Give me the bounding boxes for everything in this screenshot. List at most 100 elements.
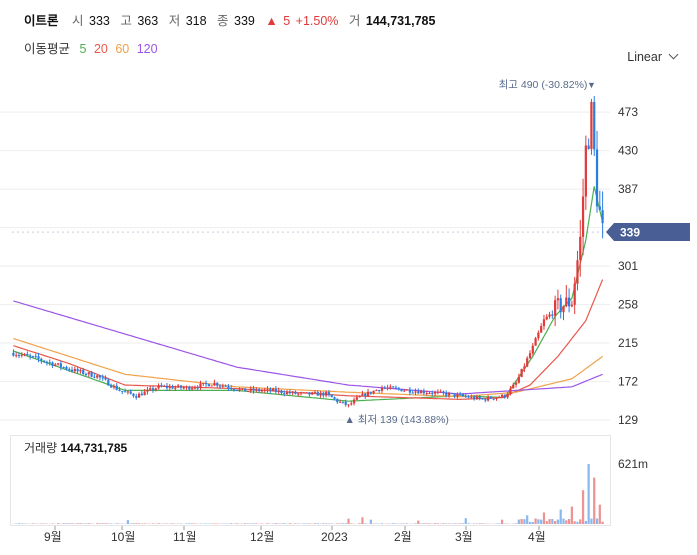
volume-bar xyxy=(336,523,339,524)
candle-body xyxy=(31,356,35,358)
volume-bar xyxy=(537,519,540,524)
candle-body xyxy=(62,367,65,369)
candle-body xyxy=(579,236,582,261)
candle-body xyxy=(327,392,331,395)
candle-body xyxy=(378,390,381,392)
volume-bar xyxy=(528,522,532,524)
candle-body xyxy=(467,396,470,398)
scale-selector[interactable]: Linear xyxy=(627,49,679,64)
candle-body xyxy=(495,397,498,400)
candle-body xyxy=(40,358,43,361)
volume-bar xyxy=(422,523,426,524)
volume-bar xyxy=(587,464,590,524)
candle-body xyxy=(509,388,512,394)
volume-bar xyxy=(151,523,155,524)
volume-bar xyxy=(308,523,311,524)
candle-body xyxy=(517,376,520,383)
candle-body xyxy=(520,368,523,377)
candle-body xyxy=(154,388,157,391)
candle-body xyxy=(581,196,585,237)
candle-body xyxy=(146,389,149,392)
candle-body xyxy=(126,391,130,393)
volume-bar xyxy=(392,523,395,524)
candle-body xyxy=(593,101,596,150)
candle-body xyxy=(431,393,434,395)
volume-bar xyxy=(294,523,297,524)
volume-bar xyxy=(244,523,247,524)
volume-bar xyxy=(56,523,60,524)
moving-average-legend[interactable]: 이동평균 5 20 60 120 xyxy=(24,38,162,57)
candle-body xyxy=(408,389,412,393)
ma-20-label: 20 xyxy=(93,42,108,56)
candle-body xyxy=(587,145,590,149)
y-tick-label: 430 xyxy=(618,144,638,158)
candle-body xyxy=(330,394,333,398)
candle-body xyxy=(258,389,261,392)
candle-body xyxy=(260,390,264,392)
candle-body xyxy=(227,386,230,389)
volume-bar xyxy=(341,523,345,524)
volume-value: 144,731,785 xyxy=(365,14,436,28)
volume-bar xyxy=(369,519,372,524)
volume-bar xyxy=(246,523,250,524)
candle-body xyxy=(531,345,534,354)
candle-body xyxy=(202,382,205,384)
x-tick-label: 2월 xyxy=(394,530,412,544)
volume-bar xyxy=(17,523,21,524)
volume-bar xyxy=(84,523,88,524)
candle-body xyxy=(573,283,576,305)
candle-body xyxy=(104,377,107,380)
current-price-tag xyxy=(606,223,690,242)
volume-bar xyxy=(87,523,90,524)
candle-body xyxy=(199,383,202,388)
current-price-label: 339 xyxy=(620,226,640,240)
candle-body xyxy=(143,391,146,396)
volume-bar xyxy=(274,523,278,524)
candle-body xyxy=(177,385,180,388)
candle-body xyxy=(336,398,339,403)
candle-body xyxy=(68,369,71,371)
open-label: 시 xyxy=(72,14,84,28)
candle-body xyxy=(70,369,74,372)
candle-body xyxy=(540,326,543,333)
candle-body xyxy=(548,314,551,317)
candle-body xyxy=(473,396,476,400)
volume-bar xyxy=(581,490,585,524)
candle-body xyxy=(241,388,244,390)
candle-body xyxy=(274,388,278,392)
down-triangle-icon: ▼ xyxy=(587,80,596,90)
volume-bar xyxy=(361,517,364,524)
candle-body xyxy=(210,385,213,387)
candle-body xyxy=(551,314,554,316)
candle-body xyxy=(344,401,347,405)
volume-bar xyxy=(565,520,568,524)
volume-bar xyxy=(556,519,560,524)
volume-bar xyxy=(554,521,557,524)
high-annotation-label: 최고 490 (-30.82%) xyxy=(499,79,588,91)
volume-bar xyxy=(347,518,350,524)
candle-body xyxy=(48,362,51,364)
volume-bar xyxy=(520,519,523,524)
candle-body xyxy=(93,376,96,378)
candle-body xyxy=(20,354,23,356)
volume-bar xyxy=(598,504,601,524)
candle-body xyxy=(291,391,294,394)
volume-bar xyxy=(338,523,342,524)
volume-bar xyxy=(62,523,65,524)
candle-body xyxy=(255,389,258,391)
candle-body xyxy=(375,390,378,392)
candle-body xyxy=(411,392,414,394)
volume-bar xyxy=(442,523,445,524)
candle-body xyxy=(263,389,266,391)
candle-body xyxy=(163,386,166,388)
candle-body xyxy=(140,393,143,396)
candle-body xyxy=(492,398,495,400)
candle-body xyxy=(352,399,356,404)
candle-body xyxy=(576,260,579,284)
stock-name: 이트론 xyxy=(24,14,59,28)
y-tick-label: 172 xyxy=(618,374,638,388)
candle-body xyxy=(135,396,138,398)
volume-bar xyxy=(548,519,551,524)
candle-body xyxy=(79,369,82,372)
